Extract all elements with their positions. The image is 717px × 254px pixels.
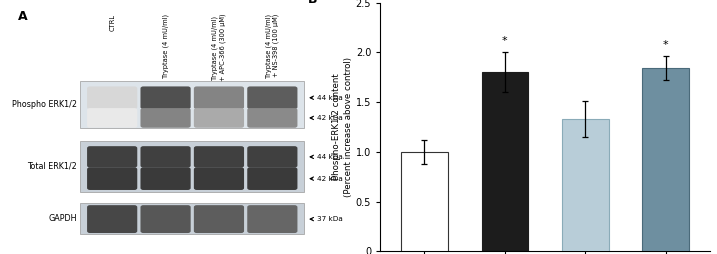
FancyBboxPatch shape [141, 167, 191, 190]
Bar [80, 141, 305, 192]
FancyBboxPatch shape [194, 205, 244, 233]
Text: B: B [308, 0, 317, 6]
Text: CTRL: CTRL [109, 14, 115, 31]
FancyBboxPatch shape [87, 86, 137, 109]
Text: A: A [18, 10, 27, 23]
Text: *: * [502, 36, 508, 46]
Bar [562, 119, 609, 251]
Text: 44 kDa: 44 kDa [317, 95, 343, 101]
FancyBboxPatch shape [194, 167, 244, 190]
Bar [482, 72, 528, 251]
Text: Tryptase (4 mU/ml): Tryptase (4 mU/ml) [162, 14, 168, 78]
Bar [642, 68, 689, 251]
FancyBboxPatch shape [87, 108, 137, 128]
FancyBboxPatch shape [87, 205, 137, 233]
FancyBboxPatch shape [141, 108, 191, 128]
FancyBboxPatch shape [247, 205, 298, 233]
FancyBboxPatch shape [194, 146, 244, 168]
Text: 44 kDa: 44 kDa [317, 154, 343, 160]
Text: 42 kDa: 42 kDa [317, 115, 343, 121]
FancyBboxPatch shape [247, 146, 298, 168]
Text: Phospho ERK1/2: Phospho ERK1/2 [11, 100, 77, 109]
FancyBboxPatch shape [247, 86, 298, 109]
Text: 37 kDa: 37 kDa [317, 216, 343, 222]
FancyBboxPatch shape [247, 167, 298, 190]
Bar [401, 152, 448, 251]
Text: Tryptase (4 mU/ml)
+ NS-398 (100 μM): Tryptase (4 mU/ml) + NS-398 (100 μM) [265, 14, 280, 78]
Text: *: * [663, 40, 668, 50]
FancyBboxPatch shape [87, 146, 137, 168]
Bar [80, 81, 305, 128]
Bar [80, 203, 305, 234]
FancyBboxPatch shape [141, 205, 191, 233]
Y-axis label: Phospho-ERK1/2 content
(Percent increase above control): Phospho-ERK1/2 content (Percent increase… [332, 57, 353, 197]
Text: Total ERK1/2: Total ERK1/2 [27, 162, 77, 171]
Text: GAPDH: GAPDH [48, 214, 77, 223]
FancyBboxPatch shape [141, 86, 191, 109]
Text: 42 kDa: 42 kDa [317, 176, 343, 182]
FancyBboxPatch shape [194, 86, 244, 109]
Text: Tryptase (4 mU/ml)
+ APC-366 (300 μM): Tryptase (4 mU/ml) + APC-366 (300 μM) [212, 14, 226, 81]
FancyBboxPatch shape [87, 167, 137, 190]
FancyBboxPatch shape [141, 146, 191, 168]
FancyBboxPatch shape [194, 108, 244, 128]
FancyBboxPatch shape [247, 108, 298, 128]
